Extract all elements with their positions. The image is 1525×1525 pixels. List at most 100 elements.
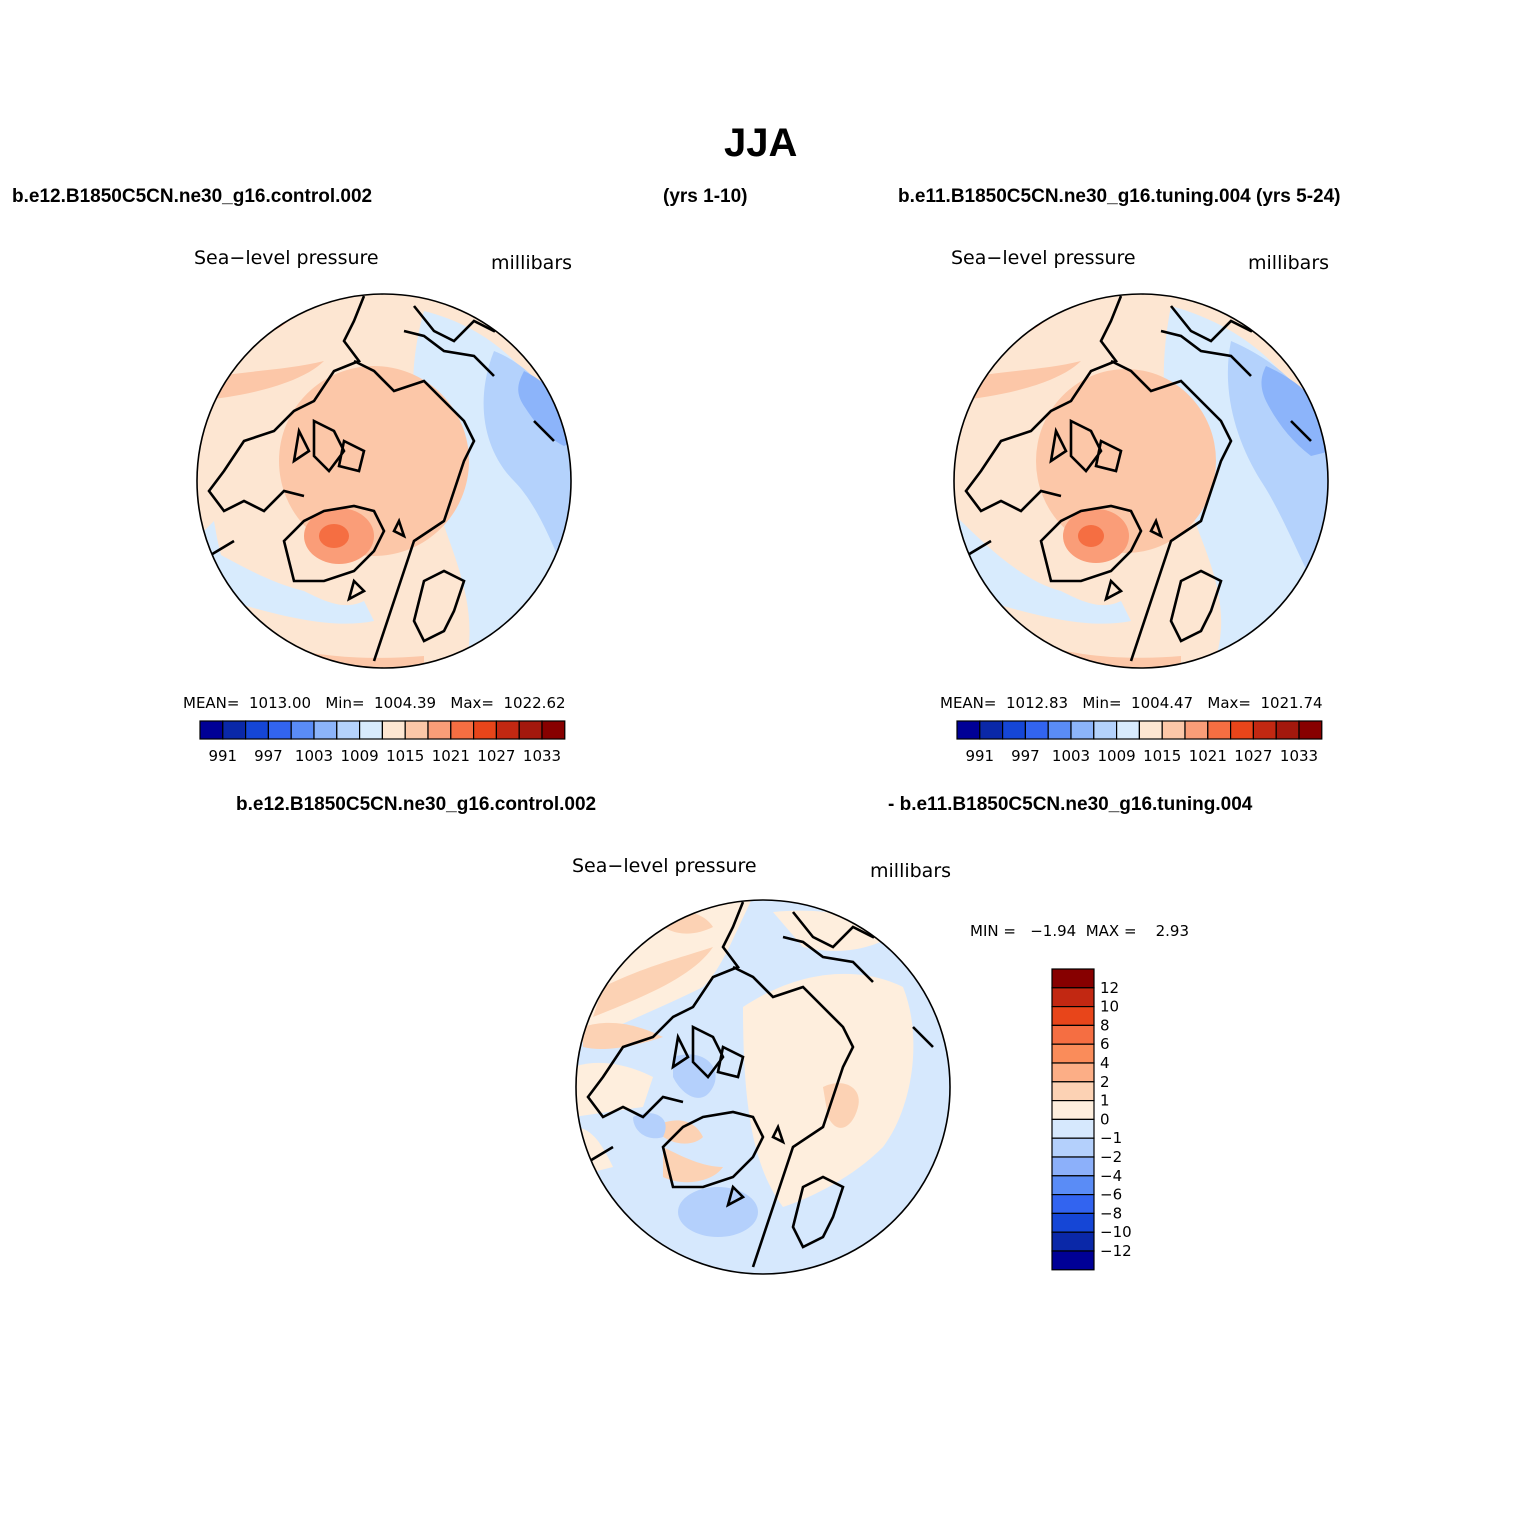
- colorbar-swatch: [1051, 1024, 1095, 1045]
- colorbar-label: 6: [1100, 1035, 1110, 1053]
- colorbar-swatch: [244, 720, 269, 740]
- colorbar-swatch: [956, 720, 981, 740]
- colorbar-swatch: [199, 720, 224, 740]
- colorbar-label: 1003: [295, 747, 333, 765]
- panel2-units-label: millibars: [1248, 252, 1330, 274]
- colorbar-swatch: [1275, 720, 1300, 740]
- colorbar-swatch: [290, 720, 315, 740]
- colorbar-label: 2: [1100, 1073, 1110, 1091]
- colorbar-label: −1: [1100, 1129, 1122, 1147]
- colorbar-label: 1033: [1280, 747, 1318, 765]
- colorbar-swatch: [267, 720, 292, 740]
- header-diff-case1: b.e12.B1850C5CN.ne30_g16.control.002: [236, 794, 597, 815]
- colorbar-label: 1009: [1098, 747, 1136, 765]
- colorbar-swatch: [1051, 1137, 1095, 1158]
- colorbar-label: 1003: [1052, 747, 1090, 765]
- colorbar-swatch: [313, 720, 338, 740]
- colorbar-label: 1009: [341, 747, 379, 765]
- colorbar-label: 1: [1100, 1092, 1110, 1110]
- panel3-units-label: millibars: [870, 860, 952, 882]
- colorbar-label: 4: [1100, 1054, 1110, 1072]
- colorbar-swatch: [1070, 720, 1095, 740]
- colorbar-swatch: [1051, 1212, 1095, 1233]
- colorbar-swatch: [1051, 1081, 1095, 1102]
- colorbar-label: 1015: [386, 747, 424, 765]
- colorbar-label: 1021: [432, 747, 470, 765]
- colorbar-swatch: [1051, 1194, 1095, 1215]
- panel2-variable-label: Sea−level pressure: [951, 247, 1136, 269]
- colorbar-swatch: [518, 720, 543, 740]
- colorbar-swatch: [1207, 720, 1232, 740]
- colorbar-swatch: [1024, 720, 1049, 740]
- colorbar-label: −12: [1100, 1242, 1132, 1260]
- colorbar-label: 0: [1100, 1110, 1110, 1128]
- colorbar-swatch: [473, 720, 498, 740]
- colorbar-swatch: [1161, 720, 1186, 740]
- colorbar-swatch: [427, 720, 452, 740]
- panel3-variable-label: Sea−level pressure: [572, 855, 757, 877]
- colorbar-label: 997: [1011, 747, 1040, 765]
- colorbar-panel-1: 991 997 1003 1009 1015 1021 1027 1033: [199, 720, 566, 765]
- colorbar-swatch: [1051, 1175, 1095, 1196]
- colorbar-swatch: [1051, 987, 1095, 1008]
- colorbar-swatch: [1051, 1118, 1095, 1139]
- colorbar-swatch: [541, 720, 566, 740]
- colorbar-swatch: [404, 720, 429, 740]
- colorbar-swatch: [979, 720, 1004, 740]
- colorbar-swatch: [1051, 968, 1095, 989]
- colorbar-swatch: [1116, 720, 1141, 740]
- colorbar-label: −10: [1100, 1223, 1132, 1241]
- colorbar-label: −6: [1100, 1186, 1122, 1204]
- panel2-stats: MEAN= 1012.83 Min= 1004.47 Max= 1021.74: [940, 694, 1323, 712]
- panel1-variable-label: Sea−level pressure: [194, 247, 379, 269]
- colorbar-label: 997: [254, 747, 283, 765]
- colorbar-swatch: [450, 720, 475, 740]
- panel3-stats: MIN = −1.94 MAX = 2.93: [970, 922, 1190, 940]
- colorbar-swatch: [1051, 1231, 1095, 1252]
- colorbar-swatch: [336, 720, 361, 740]
- colorbar-label: 991: [208, 747, 237, 765]
- colorbar-swatch: [1051, 1100, 1095, 1121]
- colorbar-swatch: [1230, 720, 1255, 740]
- header-diff-case2: - b.e11.B1850C5CN.ne30_g16.tuning.004: [888, 794, 1253, 815]
- colorbar-label: 12: [1100, 979, 1119, 997]
- colorbar-label: −8: [1100, 1204, 1122, 1222]
- colorbar-label: 1027: [1234, 747, 1272, 765]
- map-panel-1: [196, 293, 572, 669]
- colorbar-swatch: [1184, 720, 1209, 740]
- colorbar-label: 8: [1100, 1016, 1110, 1034]
- colorbar-label: 1033: [523, 747, 561, 765]
- colorbar-swatch: [1298, 720, 1323, 740]
- colorbar-swatch: [1001, 720, 1026, 740]
- colorbar-label: −4: [1100, 1167, 1122, 1185]
- panel1-stats: MEAN= 1013.00 Min= 1004.39 Max= 1022.62: [183, 694, 566, 712]
- colorbar-swatch: [1138, 720, 1163, 740]
- colorbar-swatch: [1047, 720, 1072, 740]
- colorbar-label: 1021: [1189, 747, 1227, 765]
- colorbar-swatch: [359, 720, 384, 740]
- panel1-units-label: millibars: [491, 252, 573, 274]
- colorbar-label: 991: [965, 747, 994, 765]
- colorbar-label: 10: [1100, 998, 1119, 1016]
- map-panel-2: [953, 293, 1329, 669]
- colorbar-label: 1027: [477, 747, 515, 765]
- colorbar-swatch: [222, 720, 247, 740]
- colorbar-swatch: [1051, 1156, 1095, 1177]
- header-case2: b.e11.B1850C5CN.ne30_g16.tuning.004 (yrs…: [898, 186, 1341, 207]
- header-case1: b.e12.B1850C5CN.ne30_g16.control.002: [12, 186, 373, 207]
- colorbar-swatch: [1051, 1062, 1095, 1083]
- colorbar-swatch: [381, 720, 406, 740]
- colorbar-panel-2: 991 997 1003 1009 1015 1021 1027 1033: [956, 720, 1323, 765]
- colorbar-swatch: [1051, 1250, 1095, 1271]
- colorbar-swatch: [1252, 720, 1277, 740]
- colorbar-swatch: [1093, 720, 1118, 740]
- colorbar-swatch: [1051, 1043, 1095, 1064]
- header-years1: (yrs 1-10): [663, 186, 748, 207]
- colorbar-label: −2: [1100, 1148, 1122, 1166]
- figure-title: JJA: [724, 121, 798, 165]
- colorbar-swatch: [495, 720, 520, 740]
- colorbar-label: 1015: [1143, 747, 1181, 765]
- map-panel-diff: [575, 899, 951, 1275]
- colorbar-swatch: [1051, 1005, 1095, 1026]
